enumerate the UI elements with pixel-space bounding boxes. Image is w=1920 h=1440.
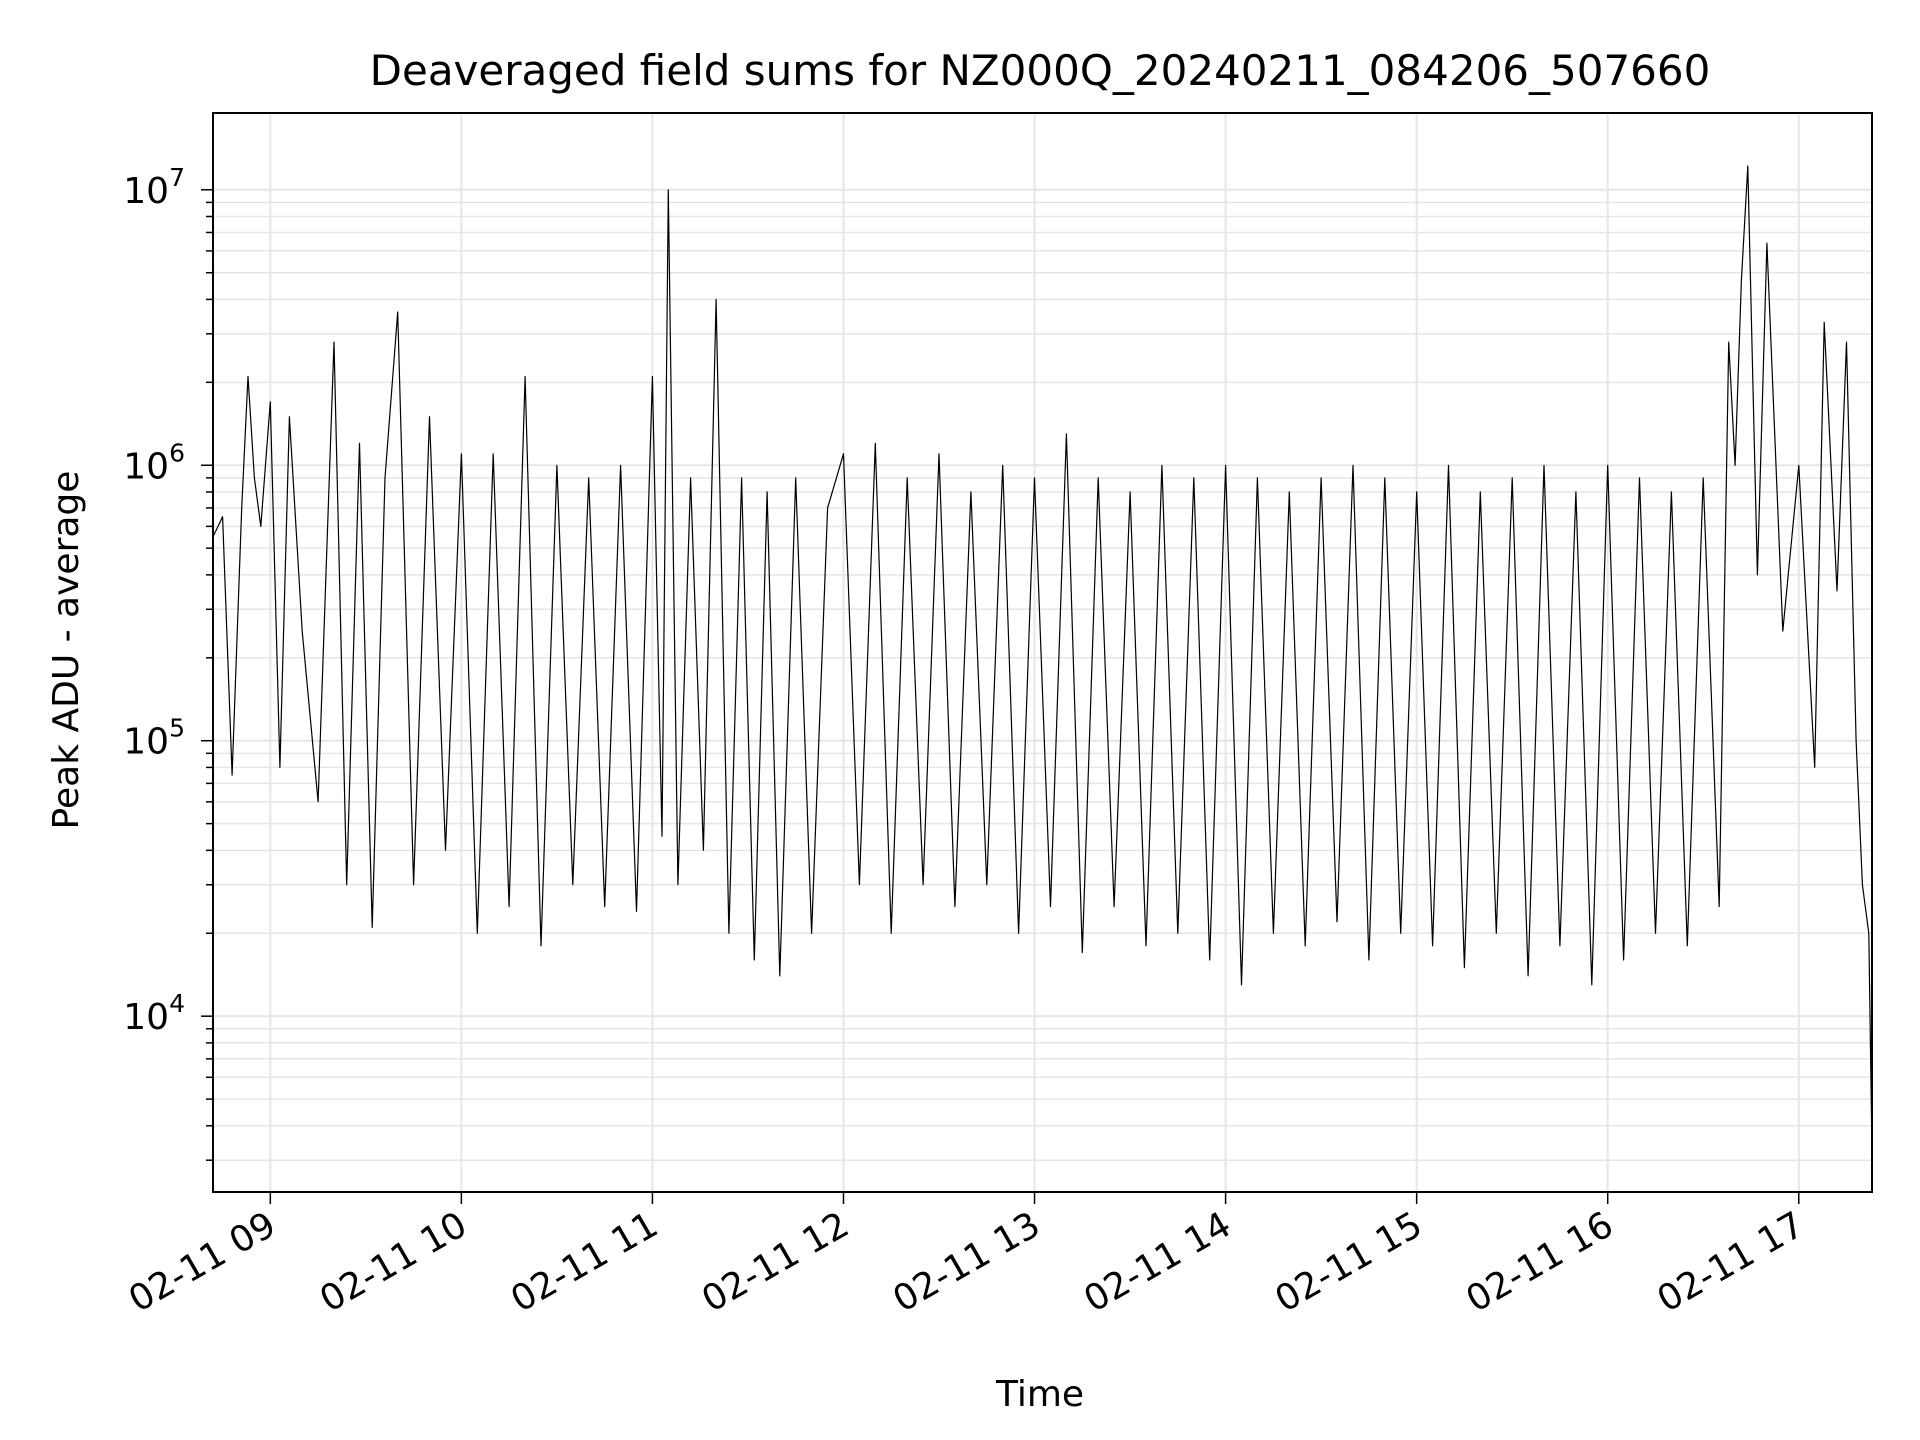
x-tick-label: 02-11 09: [122, 1204, 283, 1320]
plot-frame: [212, 112, 1873, 1193]
x-tick-label: 02-11 15: [1268, 1204, 1429, 1320]
x-tick-label: 02-11 17: [1651, 1204, 1812, 1320]
y-tick-label-exponent: 4: [169, 989, 185, 1018]
x-tick-label: 02-11 12: [695, 1204, 856, 1320]
data-series: [212, 165, 1873, 1153]
y-tick-label-base: 10: [123, 997, 169, 1038]
y-axis-label: Peak ADU - average: [46, 471, 87, 830]
y-tick-label-base: 10: [123, 171, 169, 212]
y-tick-label-exponent: 5: [169, 714, 185, 743]
y-tick-label: 107: [123, 163, 185, 212]
x-tick-label: 02-11 11: [504, 1204, 665, 1320]
y-tick-label-exponent: 6: [169, 438, 185, 467]
x-tick-label: 02-11 10: [313, 1204, 474, 1320]
chart-title: Deaveraged field sums for NZ000Q_2024021…: [370, 46, 1711, 95]
x-axis: 02-11 09 02-11 10 02-11 11 02-11 12 02-11 13…: [122, 1192, 1811, 1321]
y-tick-label: 106: [123, 438, 185, 487]
x-tick-label: 02-11 13: [886, 1204, 1047, 1320]
y-tick-label: 105: [123, 714, 185, 763]
y-tick-label-exponent: 7: [169, 163, 185, 192]
x-axis-label: Time: [995, 1374, 1084, 1415]
x-tick-label: 02-11 16: [1460, 1204, 1621, 1320]
y-tick-label-base: 10: [123, 446, 169, 487]
grid: [213, 113, 1872, 1192]
y-tick-label: 104: [123, 989, 185, 1038]
x-tick-label: 02-11 14: [1077, 1204, 1238, 1320]
series-line: [212, 165, 1873, 1153]
y-tick-label-base: 10: [123, 722, 169, 763]
